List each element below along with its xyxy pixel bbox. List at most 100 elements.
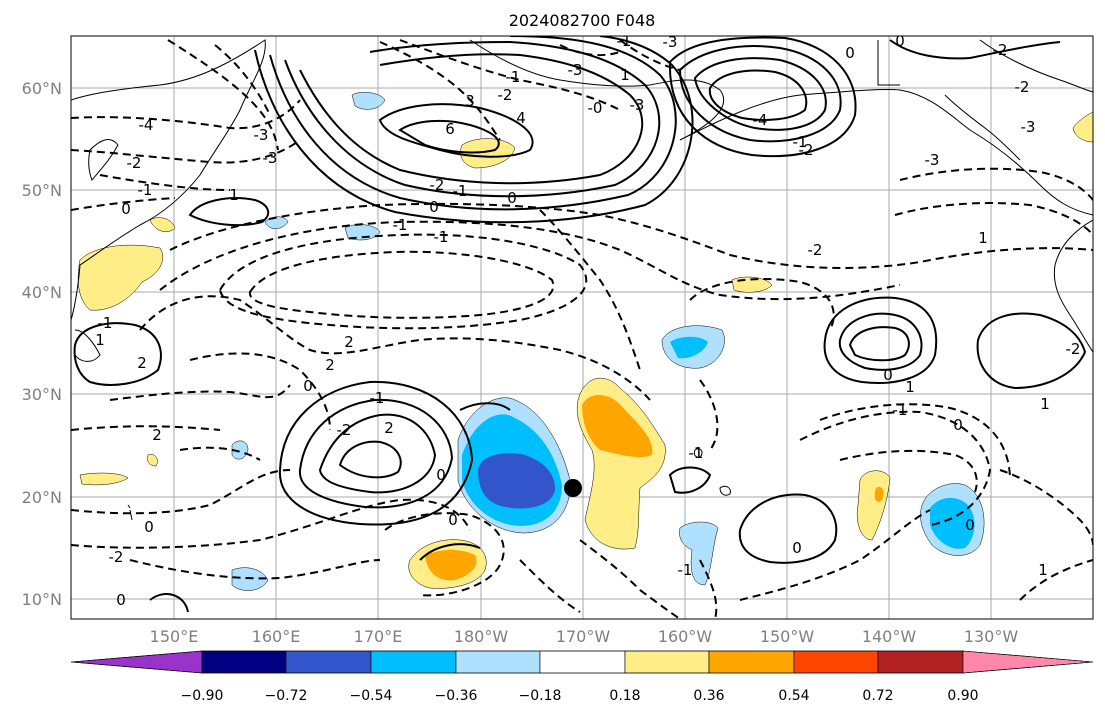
svg-text:-3: -3 xyxy=(1021,118,1036,136)
colorbar-extend-high xyxy=(962,650,1094,674)
svg-text:3: 3 xyxy=(465,92,475,110)
colorbar-tick: −0.72 xyxy=(265,688,308,704)
lat-label: 20°N xyxy=(22,488,62,507)
svg-text:-1: -1 xyxy=(453,182,468,200)
svg-text:0: 0 xyxy=(895,32,905,50)
svg-text:1: 1 xyxy=(95,331,105,349)
svg-text:-0: -0 xyxy=(588,99,603,117)
svg-text:-1: -1 xyxy=(138,181,153,199)
map-title: 2024082700 F048 xyxy=(509,11,656,30)
latitude-labels: 10°N 20°N 30°N 40°N 50°N 60°N xyxy=(22,79,62,609)
svg-text:0: 0 xyxy=(883,366,893,384)
svg-text:-1: -1 xyxy=(689,444,704,462)
svg-text:-2: -2 xyxy=(1066,340,1081,358)
colorbar-segment xyxy=(708,650,795,674)
colorbar-tick: 0.54 xyxy=(778,688,809,704)
colorbar-tick: −0.54 xyxy=(350,688,393,704)
colorbar-tick: −0.18 xyxy=(519,688,562,704)
colorbar-outline xyxy=(70,650,1094,674)
lon-label: 160°E xyxy=(252,627,301,646)
svg-text:-2: -2 xyxy=(109,548,124,566)
svg-text:0: 0 xyxy=(448,511,458,529)
svg-text:1: 1 xyxy=(620,66,630,84)
lon-label: 160°W xyxy=(658,627,713,646)
svg-text:0: 0 xyxy=(144,518,154,536)
svg-text:0: 0 xyxy=(436,466,446,484)
svg-text:-3: -3 xyxy=(263,149,278,167)
svg-text:-3: -3 xyxy=(568,61,583,79)
colorbar-segment xyxy=(539,650,626,674)
svg-text:6: 6 xyxy=(445,120,455,138)
lat-label: 10°N xyxy=(22,590,62,609)
colorbar-tick: 0.72 xyxy=(862,688,893,704)
svg-text:-2: -2 xyxy=(337,421,352,439)
alaska-coast xyxy=(469,39,1093,216)
colorbar-tick: 0.36 xyxy=(693,688,724,704)
lon-label: 150°E xyxy=(150,627,199,646)
colorbar-segment xyxy=(201,650,287,674)
svg-text:0: 0 xyxy=(953,416,963,434)
lon-label: 150°W xyxy=(760,627,815,646)
svg-text:2: 2 xyxy=(384,419,394,437)
svg-text:0: 0 xyxy=(121,200,131,218)
svg-text:1: 1 xyxy=(1040,395,1050,413)
svg-text:2: 2 xyxy=(344,333,354,351)
asia-coast xyxy=(71,39,266,321)
svg-text:-2: -2 xyxy=(127,154,142,172)
svg-text:2: 2 xyxy=(137,354,147,372)
colorbar-tick: −0.90 xyxy=(181,688,224,704)
svg-text:2: 2 xyxy=(325,356,335,374)
contours xyxy=(71,36,1093,619)
svg-text:-3: -3 xyxy=(925,151,940,169)
lon-label: 170°W xyxy=(556,627,611,646)
svg-text:-2: -2 xyxy=(498,86,513,104)
negative-contours xyxy=(71,39,1093,619)
svg-text:-1: -1 xyxy=(793,133,808,151)
svg-text:-2: -2 xyxy=(1015,78,1030,96)
svg-text:-1: -1 xyxy=(617,32,632,50)
svg-text:-3: -3 xyxy=(630,96,645,114)
svg-text:-1: -1 xyxy=(678,561,693,579)
colorbar-segment xyxy=(793,650,879,674)
svg-text:2: 2 xyxy=(152,426,162,444)
svg-text:-4: -4 xyxy=(753,111,768,129)
svg-text:-1: -1 xyxy=(434,228,449,246)
coastlines xyxy=(71,39,1093,521)
svg-text:0: 0 xyxy=(965,516,975,534)
svg-text:-3: -3 xyxy=(663,33,678,51)
positive-contours xyxy=(73,36,1087,613)
colorbar-tick: 0.90 xyxy=(947,688,978,704)
svg-text:0: 0 xyxy=(845,44,855,62)
svg-text:0: 0 xyxy=(507,189,517,207)
svg-text:-1: -1 xyxy=(506,68,521,86)
lon-label: 180°W xyxy=(454,627,509,646)
map-frame xyxy=(70,35,1094,620)
svg-text:1: 1 xyxy=(1038,561,1048,579)
svg-text:1: 1 xyxy=(905,378,915,396)
colorbar-segment xyxy=(877,650,964,674)
north-america-coast xyxy=(1053,219,1093,353)
svg-text:1: 1 xyxy=(229,186,239,204)
svg-text:-1: -1 xyxy=(893,401,908,419)
svg-text:0: 0 xyxy=(429,198,439,216)
svg-text:-2: -2 xyxy=(430,176,445,194)
svg-text:-2: -2 xyxy=(799,141,814,159)
lat-label: 30°N xyxy=(22,385,62,404)
colorbar-segment xyxy=(455,650,541,674)
colorbar-segment xyxy=(624,650,710,674)
svg-text:-1: -1 xyxy=(370,389,385,407)
lon-label: 140°W xyxy=(862,627,917,646)
svg-text:4: 4 xyxy=(516,109,526,127)
lat-label: 60°N xyxy=(22,79,62,98)
lon-label: 130°W xyxy=(964,627,1019,646)
svg-text:-3: -3 xyxy=(254,126,269,144)
svg-text:-2: -2 xyxy=(808,241,823,259)
colorbar-segment xyxy=(370,650,457,674)
svg-text:-1: -1 xyxy=(393,216,408,234)
longitude-labels: 150°E 160°E 170°E 180°W 170°W 160°W 150°… xyxy=(150,627,1019,646)
svg-text:0: 0 xyxy=(116,591,126,609)
svg-text:0: 0 xyxy=(303,377,313,395)
colorbar-tick-labels: −0.90 −0.72 −0.54 −0.36 −0.18 0.18 0.36 … xyxy=(181,688,979,704)
lat-label: 50°N xyxy=(22,181,62,200)
